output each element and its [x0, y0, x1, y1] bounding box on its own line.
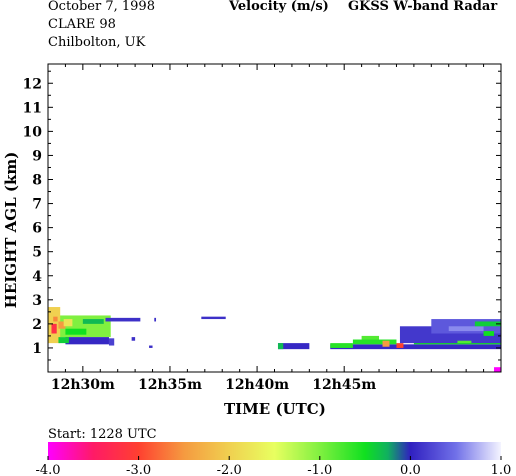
y-tick-label-4: 4 — [32, 269, 42, 285]
colorbar-tick-label--2.0: -2.0 — [217, 463, 242, 476]
y-tick-label-1: 1 — [32, 341, 42, 357]
campaign-label: CLARE 98 — [48, 17, 116, 32]
y-tick-label-6: 6 — [32, 221, 42, 237]
x-tick-label-12h30m: 12h30m — [51, 377, 115, 393]
echo-cell-9 — [65, 337, 109, 345]
colorbar-tick-label--4.0: -4.0 — [35, 463, 60, 476]
colorbar-tick-label--3.0: -3.0 — [126, 463, 151, 476]
date-label: October 7, 1998 — [48, 0, 155, 14]
echo-layer — [48, 307, 501, 372]
x-axis-title: TIME (UTC) — [224, 400, 326, 418]
echo-cell-6 — [65, 328, 87, 335]
echo-cell-22 — [382, 340, 390, 347]
echo-cell-31 — [494, 367, 501, 372]
quantity-title: Velocity (m/s) — [229, 0, 329, 14]
echo-cell-23 — [396, 343, 404, 348]
colorbar-ticks: -4.0 -3.0 -2.0 -1.0 0.0 1.0 — [35, 456, 511, 476]
echo-cell-17 — [277, 343, 284, 350]
echo-cell-3 — [58, 321, 66, 329]
y-tick-label-12: 12 — [23, 76, 42, 92]
colorbar-tick-label-0.0: 0.0 — [400, 463, 421, 476]
y-tick-label-3: 3 — [32, 293, 42, 309]
colorbar — [48, 442, 501, 460]
echo-cell-4 — [53, 316, 58, 322]
y-tick-label-10: 10 — [23, 124, 43, 140]
y-tick-label-2: 2 — [32, 317, 42, 333]
instrument-title: GKSS W-band Radar — [348, 0, 498, 14]
echo-cell-28 — [474, 321, 501, 327]
start-time-label: Start: 1228 UTC — [48, 427, 157, 442]
echo-cell-16 — [277, 343, 310, 350]
y-tick-label-5: 5 — [32, 245, 42, 261]
y-tick-label-11: 11 — [23, 100, 42, 116]
x-axis: 12h30m 12h35m 12h40m 12h45m — [47, 64, 502, 393]
echo-cell-10 — [58, 337, 69, 344]
x-tick-label-12h35m: 12h35m — [138, 377, 202, 393]
x-tick-label-12h40m: 12h40m — [225, 377, 289, 393]
echo-cell-20 — [352, 339, 397, 345]
echo-cell-7 — [82, 319, 104, 324]
x-tick-label-12h45m: 12h45m — [312, 377, 376, 393]
y-tick-label-9: 9 — [32, 148, 42, 164]
echo-cell-21 — [361, 335, 380, 340]
y-tick-label-7: 7 — [32, 197, 42, 213]
echo-cell-14 — [154, 317, 157, 322]
echo-cell-8 — [105, 317, 141, 322]
colorbar-tick-label--1.0: -1.0 — [307, 463, 332, 476]
echo-cell-11 — [108, 338, 115, 346]
y-tick-label-8: 8 — [32, 173, 42, 189]
echo-cell-18 — [330, 344, 501, 350]
echo-cell-30 — [483, 331, 495, 336]
echo-cell-19 — [330, 343, 353, 348]
colorbar-tick-label-1.0: 1.0 — [491, 463, 512, 476]
echo-cell-12 — [131, 337, 136, 341]
echo-cell-13 — [149, 345, 153, 348]
echo-cell-15 — [201, 316, 226, 320]
echo-cell-5 — [63, 319, 73, 327]
echo-cell-27 — [448, 326, 484, 332]
echo-cell-29 — [457, 340, 472, 344]
site-label: Chilbolton, UK — [48, 35, 146, 50]
echo-cell-2 — [51, 323, 57, 334]
